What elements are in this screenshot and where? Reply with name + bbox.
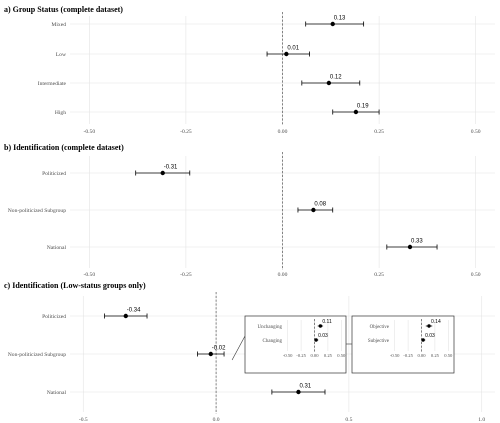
panel-2: -0.5 0.0 0.5 1.0 Politicized -0.34 Non-politic… — [8, 292, 495, 423]
panel-b-title: b) Identification (complete dataset) — [4, 143, 124, 152]
panel-0: -0.50 -0.25 0.00 0.25 0.50 Mixed 0.13 Low 0.01 In… — [38, 12, 495, 135]
category-label: Non-politicized Subgroup — [8, 352, 66, 358]
data-label: 0.33 — [411, 239, 423, 245]
inset-estimate-point — [314, 338, 318, 342]
x-tick-label: 0.50 — [471, 272, 481, 278]
inset-tick-label: 0.50 — [337, 353, 346, 358]
x-tick-label: -0.50 — [83, 272, 95, 278]
inset-tick-label: -0.25 — [296, 353, 306, 358]
data-label: 0.12 — [330, 75, 342, 81]
inset-data-label: 0.14 — [431, 319, 441, 325]
data-label: 0.19 — [357, 104, 369, 110]
panel-c-title: c) Identification (Low-status groups onl… — [4, 281, 146, 290]
category-label: Low — [56, 52, 67, 58]
x-tick-label: -0.5 — [79, 417, 88, 423]
estimate-point — [353, 109, 359, 115]
category-label: National — [47, 390, 67, 396]
x-tick-label: -0.25 — [180, 272, 192, 278]
data-label: 0.13 — [334, 16, 346, 22]
category-label: Intermediate — [38, 81, 67, 87]
data-label: -0.31 — [164, 165, 178, 171]
estimate-point — [330, 21, 335, 27]
x-tick-label: 0.0 — [213, 417, 220, 423]
category-label: Politicized — [42, 171, 66, 177]
data-label: 0.01 — [287, 46, 299, 52]
category-label: National — [47, 245, 67, 251]
inset-tick-label: -0.50 — [390, 353, 400, 358]
estimate-point — [311, 207, 316, 213]
data-label: 0.08 — [314, 202, 326, 208]
category-label: Non-politicized Subgroup — [8, 208, 66, 214]
inset-category-label: Subjective — [368, 339, 390, 344]
data-label: -0.34 — [127, 308, 141, 314]
inset-frame — [244, 315, 347, 374]
estimate-point — [284, 51, 289, 57]
category-label: High — [55, 110, 66, 116]
inset-category-label: Unchanging — [258, 325, 283, 330]
x-tick-label: 0.5 — [345, 417, 352, 423]
inset-estimate-point — [427, 324, 431, 328]
x-tick-label: 0.50 — [471, 129, 481, 135]
inset-0: -0.50 -0.25 0.00 0.25 0.50 Unchanging 0.11 Chan… — [244, 315, 347, 374]
x-tick-label: 0.00 — [278, 129, 288, 135]
x-tick-label: 0.00 — [278, 272, 288, 278]
inset-tick-label: 0.25 — [324, 353, 333, 358]
data-label: -0.02 — [212, 346, 226, 352]
inset-data-label: 0.03 — [425, 333, 435, 339]
inset-frame — [351, 315, 455, 374]
inset-data-label: 0.03 — [318, 333, 328, 339]
inset-data-label: 0.11 — [322, 319, 332, 325]
x-tick-label: 0.25 — [374, 272, 384, 278]
x-tick-label: -0.25 — [180, 129, 192, 135]
x-tick-label: 1.0 — [478, 417, 485, 423]
inset-tick-label: -0.25 — [403, 353, 413, 358]
inset-category-label: Objective — [370, 325, 390, 330]
inset-category-label: Changing — [263, 339, 283, 344]
inset-connector — [231, 335, 246, 361]
inset-tick-label: 0.00 — [417, 353, 426, 358]
inset-tick-label: 0.25 — [431, 353, 440, 358]
inset-tick-label: -0.50 — [283, 353, 293, 358]
inset-tick-label: 0.50 — [444, 353, 453, 358]
inset-estimate-point — [318, 324, 323, 328]
x-tick-label: -0.50 — [83, 129, 95, 135]
estimate-point — [160, 170, 165, 176]
estimate-point — [326, 80, 332, 86]
chart-panels: -0.50 -0.25 0.00 0.25 0.50Mixed0.13Low0.01In… — [8, 12, 495, 423]
estimate-point — [407, 244, 413, 250]
inset-1: -0.50 -0.25 0.00 0.25 0.50 Objective 0.14 Subje… — [351, 315, 455, 374]
estimate-point — [123, 313, 128, 319]
estimate-point — [296, 389, 301, 395]
data-label: 0.31 — [299, 384, 311, 390]
category-label: Politicized — [42, 314, 66, 320]
panel-a-title: a) Group Status (complete dataset) — [4, 5, 123, 14]
estimate-point — [208, 351, 213, 357]
inset-estimate-point — [421, 338, 425, 342]
x-tick-label: 0.25 — [374, 129, 384, 135]
panel-1: -0.50 -0.25 0.00 0.25 0.50 Politicized -0.31 No… — [8, 152, 495, 278]
inset-tick-label: 0.00 — [310, 353, 319, 358]
category-label: Mixed — [51, 22, 66, 28]
